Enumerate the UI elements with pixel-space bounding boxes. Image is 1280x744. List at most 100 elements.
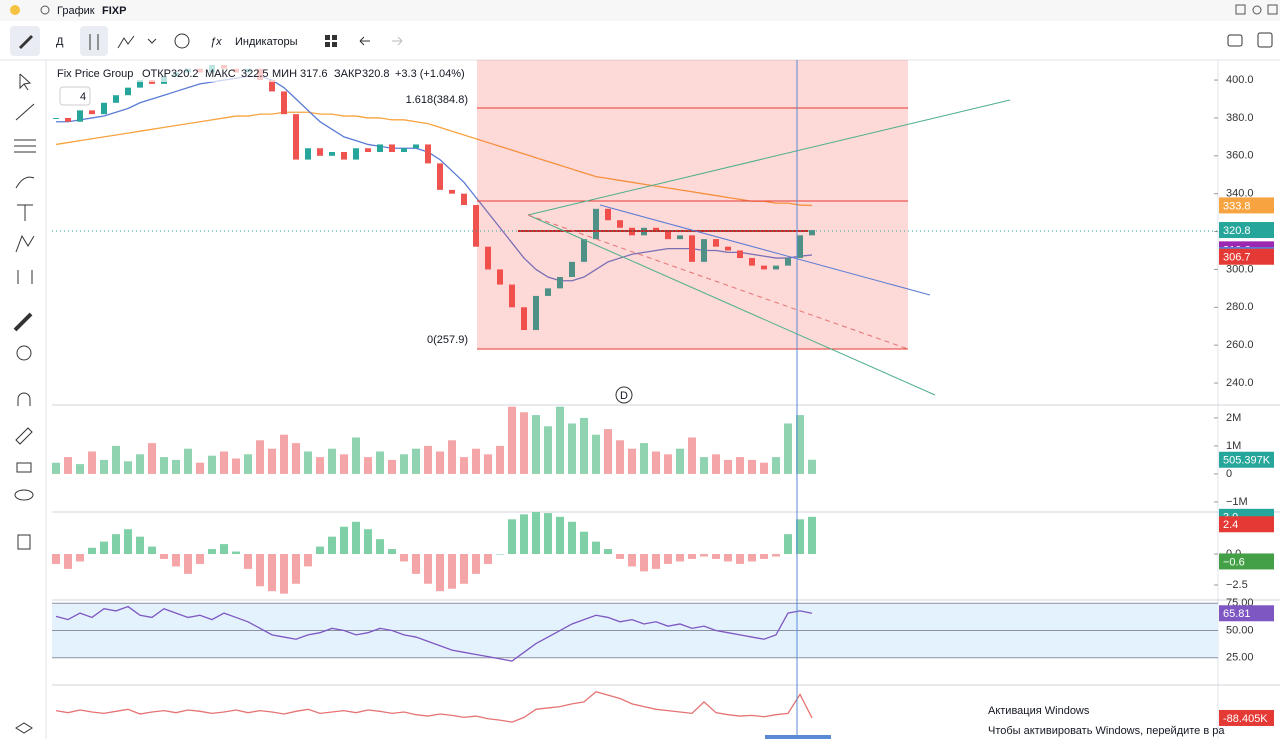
pane bbox=[52, 512, 1218, 594]
axis-value-box bbox=[1219, 222, 1274, 239]
legend-value: 322.5 bbox=[241, 68, 269, 80]
macd-bar bbox=[412, 554, 420, 574]
macd-bar bbox=[676, 554, 684, 562]
candles-button[interactable] bbox=[80, 26, 108, 56]
lock-draw-tool[interactable] bbox=[15, 427, 33, 445]
macd-bar bbox=[532, 512, 540, 555]
macd-bar bbox=[388, 549, 396, 555]
volume-bar bbox=[628, 448, 636, 474]
axis-value-label: 333.8 bbox=[1223, 200, 1251, 212]
dividend-marker[interactable] bbox=[615, 386, 633, 404]
macd-bar bbox=[700, 554, 708, 557]
macd-bar bbox=[592, 541, 600, 555]
visibility-tool[interactable] bbox=[14, 489, 34, 501]
y-tick-label: 25.00 bbox=[1226, 652, 1254, 664]
candle bbox=[137, 80, 143, 88]
volume-bar bbox=[424, 445, 432, 474]
pane bbox=[52, 406, 1218, 503]
volume-bar bbox=[640, 443, 648, 474]
magnet-tool[interactable] bbox=[17, 392, 31, 406]
legend-value: 317.6 bbox=[300, 68, 328, 80]
zoom-tool[interactable] bbox=[16, 345, 32, 361]
candle bbox=[413, 144, 419, 149]
compare-icon[interactable] bbox=[174, 33, 190, 49]
window-symbol[interactable]: FIXP bbox=[102, 5, 126, 17]
macd-bar bbox=[472, 554, 480, 574]
macd-bar bbox=[508, 519, 516, 555]
chart-type-icon[interactable] bbox=[117, 35, 135, 49]
candle bbox=[761, 265, 767, 270]
watermark-title: Активация Windows bbox=[988, 705, 1090, 717]
candle bbox=[317, 148, 323, 156]
macd-bar bbox=[280, 554, 288, 594]
lock-tool[interactable] bbox=[16, 462, 32, 473]
volume-bar bbox=[748, 459, 756, 474]
pattern-tool[interactable] bbox=[15, 234, 35, 253]
macd-bar bbox=[808, 516, 816, 555]
volume-bar bbox=[160, 457, 168, 474]
candle bbox=[89, 110, 95, 115]
candle bbox=[665, 231, 671, 240]
indicators-button[interactable]: Индикаторы bbox=[235, 36, 298, 48]
macd-bar bbox=[220, 544, 228, 555]
forecast-tool[interactable] bbox=[17, 270, 33, 284]
axis-value-label: −0.6 bbox=[1223, 556, 1245, 568]
pencil-icon bbox=[19, 35, 33, 49]
volume-bar bbox=[616, 440, 624, 474]
trend-tool[interactable] bbox=[15, 103, 35, 121]
macd-bar bbox=[772, 554, 780, 557]
axis-value-box bbox=[1219, 516, 1274, 533]
moving-average bbox=[55, 111, 813, 207]
volume-bar bbox=[352, 437, 360, 474]
y-tick-label: 300.0 bbox=[1226, 263, 1254, 275]
volume-bar bbox=[736, 457, 744, 474]
fullscreen-icon[interactable] bbox=[1257, 32, 1273, 48]
macd-bar bbox=[232, 551, 240, 555]
axis-value-box bbox=[1219, 451, 1274, 468]
redo-icon[interactable] bbox=[392, 36, 403, 46]
screenshot-icon[interactable] bbox=[1227, 34, 1243, 47]
axis-value-label: 320.8 bbox=[1223, 225, 1251, 237]
volume-bar bbox=[724, 459, 732, 474]
macd-bar bbox=[112, 534, 120, 555]
delete-tool[interactable] bbox=[17, 534, 31, 550]
macd-bar bbox=[64, 554, 72, 569]
window-button[interactable] bbox=[1235, 4, 1246, 15]
ruler-tool[interactable] bbox=[13, 312, 33, 332]
legend-toggle[interactable] bbox=[59, 86, 91, 106]
volume-bar bbox=[88, 451, 96, 474]
macd-bar bbox=[316, 546, 324, 555]
cursor-tool[interactable] bbox=[19, 73, 32, 91]
window-button[interactable] bbox=[1252, 5, 1262, 15]
layers-tool[interactable] bbox=[15, 722, 33, 734]
volume-bar bbox=[364, 457, 372, 474]
volume-bar bbox=[64, 457, 72, 474]
candle bbox=[281, 91, 287, 115]
volume-bar bbox=[532, 415, 540, 474]
brush-tool[interactable] bbox=[15, 176, 35, 189]
y-tick-label: 1M bbox=[1226, 440, 1241, 452]
candle bbox=[341, 152, 347, 160]
candle bbox=[293, 114, 299, 160]
volume-bar bbox=[388, 459, 396, 474]
macd-bar bbox=[736, 554, 744, 564]
macd-bar bbox=[544, 513, 552, 555]
fib-tool[interactable] bbox=[14, 139, 36, 153]
window-button[interactable] bbox=[1267, 4, 1278, 15]
volume-bar bbox=[412, 448, 420, 474]
layout-icon[interactable] bbox=[325, 35, 330, 40]
interval-button[interactable]: Д bbox=[56, 36, 64, 48]
text-tool[interactable] bbox=[17, 204, 33, 221]
undo-icon[interactable] bbox=[359, 36, 370, 46]
volume-bar bbox=[52, 462, 60, 474]
dropdown-icon[interactable] bbox=[147, 38, 157, 44]
channel-line bbox=[527, 99, 1011, 216]
volume-bar bbox=[700, 457, 708, 474]
window-dot bbox=[10, 5, 20, 15]
volume-bar bbox=[184, 448, 192, 474]
candle bbox=[329, 152, 335, 156]
candle bbox=[737, 250, 743, 259]
volume-bar bbox=[808, 459, 816, 474]
volume-bar bbox=[172, 459, 180, 474]
candle bbox=[389, 144, 395, 153]
